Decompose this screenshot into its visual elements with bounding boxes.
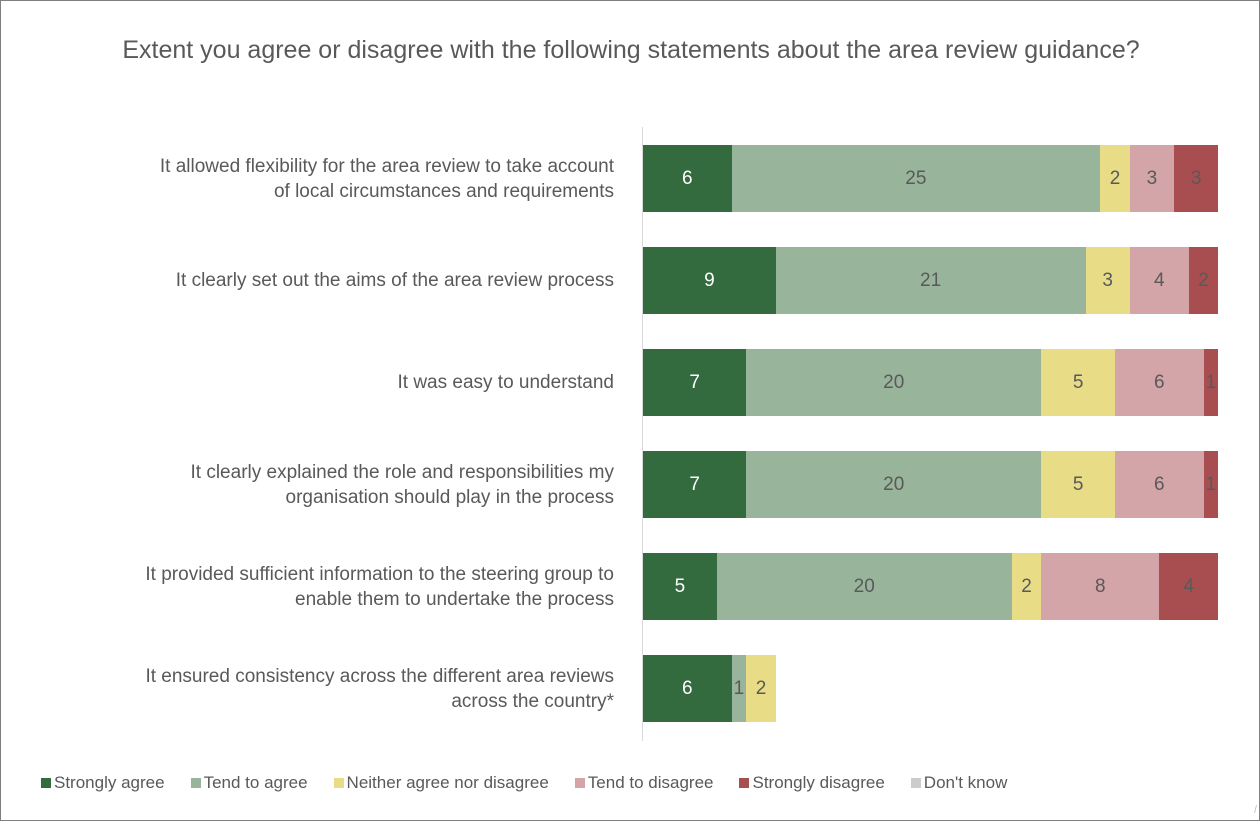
category-label-line: organisation should play in the process xyxy=(285,486,614,508)
data-label: 3 xyxy=(1102,269,1113,291)
category-label: It allowed flexibility for the area revi… xyxy=(4,154,614,204)
legend-item: Strongly agree xyxy=(41,773,165,793)
data-label: 4 xyxy=(1153,269,1165,291)
bar-segment: 6 xyxy=(643,145,732,212)
legend-swatch xyxy=(910,778,921,788)
legend-label: Neither agree nor disagree xyxy=(346,773,549,792)
legend-item: Tend to agree xyxy=(190,773,308,793)
data-label: 20 xyxy=(883,473,905,495)
data-label: 1 xyxy=(1205,371,1217,393)
bar-segment: 6 xyxy=(643,655,732,722)
bar-segment: 9 xyxy=(643,247,776,314)
category-label-line: enable them to undertake the process xyxy=(295,588,614,610)
bar-segment: 3 xyxy=(1174,145,1219,212)
legend-swatch xyxy=(333,778,344,788)
bar-segment: 20 xyxy=(746,349,1042,416)
legend-swatch xyxy=(574,778,585,788)
legend-label: Strongly agree xyxy=(54,773,165,792)
category-label: It clearly explained the role and respon… xyxy=(4,460,615,510)
data-label: 2 xyxy=(1109,167,1121,189)
category-label: It clearly set out the aims of the area … xyxy=(4,268,614,293)
data-label: 1 xyxy=(1205,473,1217,495)
data-label: 2 xyxy=(1021,575,1032,597)
category-label-line: It allowed flexibility for the area revi… xyxy=(159,155,614,177)
category-label: It provided sufficient information to th… xyxy=(4,562,614,612)
corner-mark: / xyxy=(1253,804,1257,816)
data-label: 5 xyxy=(1072,371,1084,393)
bar-segment: 2 xyxy=(746,655,776,722)
legend-label: Don't know xyxy=(923,773,1008,792)
data-label: 6 xyxy=(1153,371,1165,393)
legend-swatch xyxy=(739,778,750,788)
category-label-line: It provided sufficient information to th… xyxy=(145,563,614,585)
legend-label: Strongly disagree xyxy=(752,773,885,792)
legend: Strongly agree Tend to agree Neither agree… xyxy=(41,773,1241,793)
bar-segment: 8 xyxy=(1041,553,1160,620)
bar-segment: 2 xyxy=(1011,553,1042,620)
data-label: 20 xyxy=(883,371,905,393)
category-label-line: It ensured consistency across the differ… xyxy=(145,665,614,687)
data-label: 3 xyxy=(1146,167,1158,189)
category-axis-line xyxy=(642,127,643,741)
bar-segment: 4 xyxy=(1129,247,1189,314)
bar-segment: 21 xyxy=(775,247,1086,314)
category-label: It was easy to understand xyxy=(4,370,614,395)
data-label: 2 xyxy=(755,677,767,699)
legend-item: Strongly disagree xyxy=(739,773,885,793)
bar-segment: 7 xyxy=(643,451,747,518)
bar-segment: 1 xyxy=(1203,349,1219,416)
data-label: 20 xyxy=(853,575,875,597)
category-label-line: It was easy to understand xyxy=(397,372,614,393)
bar-segment: 7 xyxy=(643,349,747,416)
legend-label: Tend to disagree xyxy=(587,773,714,792)
bar-segment: 2 xyxy=(1100,145,1130,212)
data-label: 21 xyxy=(920,269,942,291)
category-label-line: It clearly explained the role and respon… xyxy=(190,461,615,483)
data-label: 25 xyxy=(905,167,927,189)
category-label-line: It clearly set out the aims of the area … xyxy=(175,270,614,291)
category-label-line: of local circumstances and requirements xyxy=(273,180,614,202)
bar-segment: 6 xyxy=(1115,349,1204,416)
data-label: 5 xyxy=(1072,473,1084,495)
data-label: 5 xyxy=(674,575,686,597)
data-label: 6 xyxy=(681,167,693,189)
bar-segment: 20 xyxy=(716,553,1012,620)
category-label: It ensured consistency across the differ… xyxy=(4,664,614,714)
data-label: 9 xyxy=(704,269,715,291)
bar-segment: 1 xyxy=(1203,451,1219,518)
bar-segment: 5 xyxy=(643,553,717,620)
data-label: 8 xyxy=(1094,575,1106,597)
bar-segment: 25 xyxy=(731,145,1101,212)
data-label: 4 xyxy=(1183,575,1195,597)
bar-segment: 2 xyxy=(1188,247,1219,314)
bar-segment: 1 xyxy=(731,655,747,722)
bar-segment: 6 xyxy=(1115,451,1204,518)
legend-item: Tend to disagree xyxy=(574,773,714,793)
bar-segment: 20 xyxy=(746,451,1042,518)
category-label-line: across the country* xyxy=(451,690,614,712)
chart-title: Extent you agree or disagree with the fo… xyxy=(122,36,1140,64)
data-label: 2 xyxy=(1198,269,1209,291)
data-label: 6 xyxy=(681,677,693,699)
data-label: 3 xyxy=(1190,167,1202,189)
legend-item: Don't know xyxy=(910,773,1008,793)
data-label: 6 xyxy=(1153,473,1165,495)
legend-swatch xyxy=(41,778,51,788)
bar-segment: 3 xyxy=(1129,145,1174,212)
data-label: 7 xyxy=(689,473,700,495)
bar-segment: 5 xyxy=(1041,349,1115,416)
data-label: 7 xyxy=(689,371,700,393)
legend-item: Neither agree nor disagree xyxy=(333,773,549,793)
data-label: 1 xyxy=(733,677,745,699)
bar-segment: 5 xyxy=(1041,451,1115,518)
bar-segment: 3 xyxy=(1085,247,1130,314)
legend-label: Tend to agree xyxy=(203,773,308,792)
legend-swatch xyxy=(190,778,201,788)
bar-segment: 4 xyxy=(1159,553,1219,620)
